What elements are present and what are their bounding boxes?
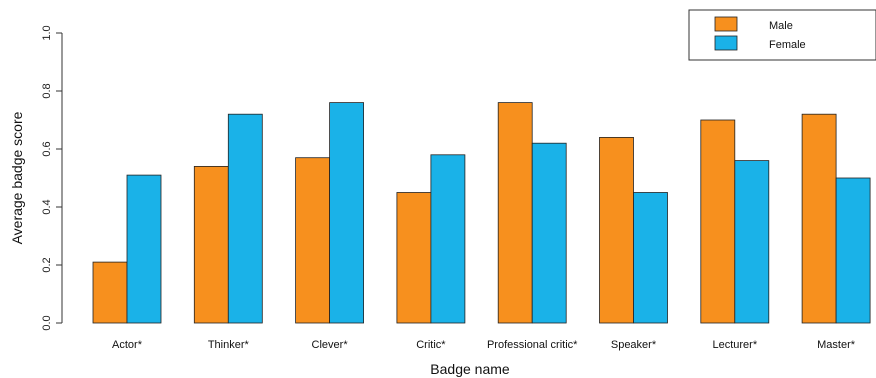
legend-swatch-male	[714, 16, 738, 32]
y-axis-title: Average badge score	[9, 111, 25, 244]
y-axis: 0.0 0.2 0.4 0.6 0.8 1.0	[41, 25, 63, 331]
y-tick-label: 0.4	[41, 199, 53, 214]
x-tick-label: Lecturer*	[712, 339, 757, 351]
bar-male-2	[295, 157, 331, 324]
y-tick-label: 0.8	[41, 83, 53, 98]
bar-male-7	[801, 113, 837, 324]
bar-male-4	[497, 102, 533, 324]
x-axis-labels: Actor* Thinker* Clever* Critic* Professional…	[112, 339, 856, 351]
bar-female-5	[633, 192, 668, 324]
x-tick-label: Critic*	[416, 339, 446, 351]
bar-male-6	[700, 119, 736, 324]
legend-label-female: Female	[769, 39, 806, 51]
bar-female-4	[531, 142, 567, 324]
legend: Male Female	[688, 9, 876, 61]
bar-male-1	[193, 165, 229, 324]
bar-female-2	[329, 102, 365, 324]
bars	[92, 102, 871, 324]
bar-male-0	[92, 261, 128, 324]
x-tick-label: Speaker*	[611, 339, 657, 351]
bar-male-3	[396, 192, 432, 324]
bar-female-7	[835, 177, 871, 324]
x-axis-title: Badge name	[430, 361, 510, 377]
legend-label-male: Male	[769, 20, 793, 32]
x-tick-label: Professional critic*	[487, 339, 578, 351]
legend-swatch-female	[714, 35, 738, 51]
y-tick-label: 0.6	[41, 141, 53, 156]
x-tick-label: Master*	[817, 339, 856, 351]
x-tick-label: Actor*	[112, 339, 143, 351]
y-tick-label: 0.0	[41, 315, 53, 330]
bar-female-0	[126, 174, 162, 324]
y-tick-label: 1.0	[41, 25, 53, 40]
bar-female-6	[734, 160, 770, 324]
y-tick-label: 0.2	[41, 257, 53, 272]
bar-male-5	[599, 136, 634, 324]
bar-female-3	[430, 154, 466, 324]
bar-female-1	[227, 113, 263, 324]
x-tick-label: Clever*	[312, 339, 349, 351]
x-tick-label: Thinker*	[208, 339, 250, 351]
